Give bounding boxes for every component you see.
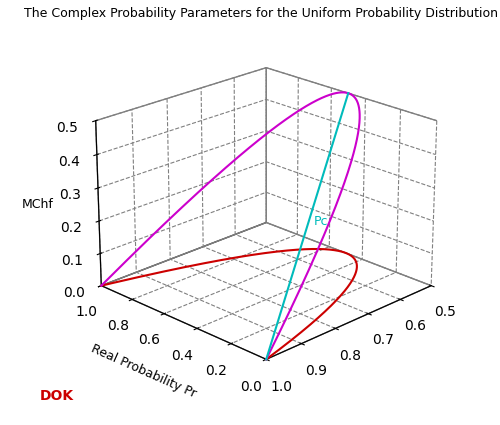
Title: The Complex Probability Parameters for the Uniform Probability Distribution: The Complex Probability Parameters for t… (24, 7, 498, 20)
Y-axis label: Real Probability Pr: Real Probability Pr (89, 343, 198, 401)
Text: DOK: DOK (40, 388, 74, 402)
